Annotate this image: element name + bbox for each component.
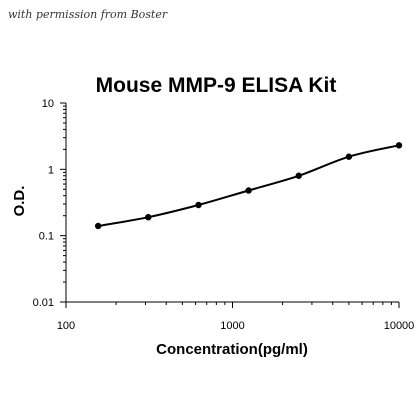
y-tick-label: 0.1 xyxy=(39,231,54,243)
data-point xyxy=(145,213,152,221)
x-tick-label: 100 xyxy=(57,320,75,332)
data-point xyxy=(295,172,302,179)
y-tick-label: 10 xyxy=(42,98,54,110)
data-point xyxy=(94,222,102,230)
chart-title: Mouse MMP-9 ELISA Kit xyxy=(96,74,337,97)
standard-curve-line xyxy=(98,144,400,227)
x-tick-label: 1000 xyxy=(220,320,244,332)
x-tick-label: 10000 xyxy=(384,320,415,332)
axes xyxy=(60,102,400,308)
tick-labels: 100 1000 10000 0.01 0.1 1 10 xyxy=(33,98,415,332)
plot-area xyxy=(94,142,403,230)
x-axis-label: Concentration(pg/ml) xyxy=(156,341,308,358)
data-point xyxy=(395,142,403,149)
data-point xyxy=(245,187,252,194)
y-tick-label: 0.01 xyxy=(33,297,54,309)
watermark: with permission from Boster xyxy=(8,8,168,21)
data-point xyxy=(195,201,202,209)
y-axis-label: O.D. xyxy=(11,186,28,217)
data-point xyxy=(345,153,353,160)
y-tick-label: 1 xyxy=(48,164,54,176)
